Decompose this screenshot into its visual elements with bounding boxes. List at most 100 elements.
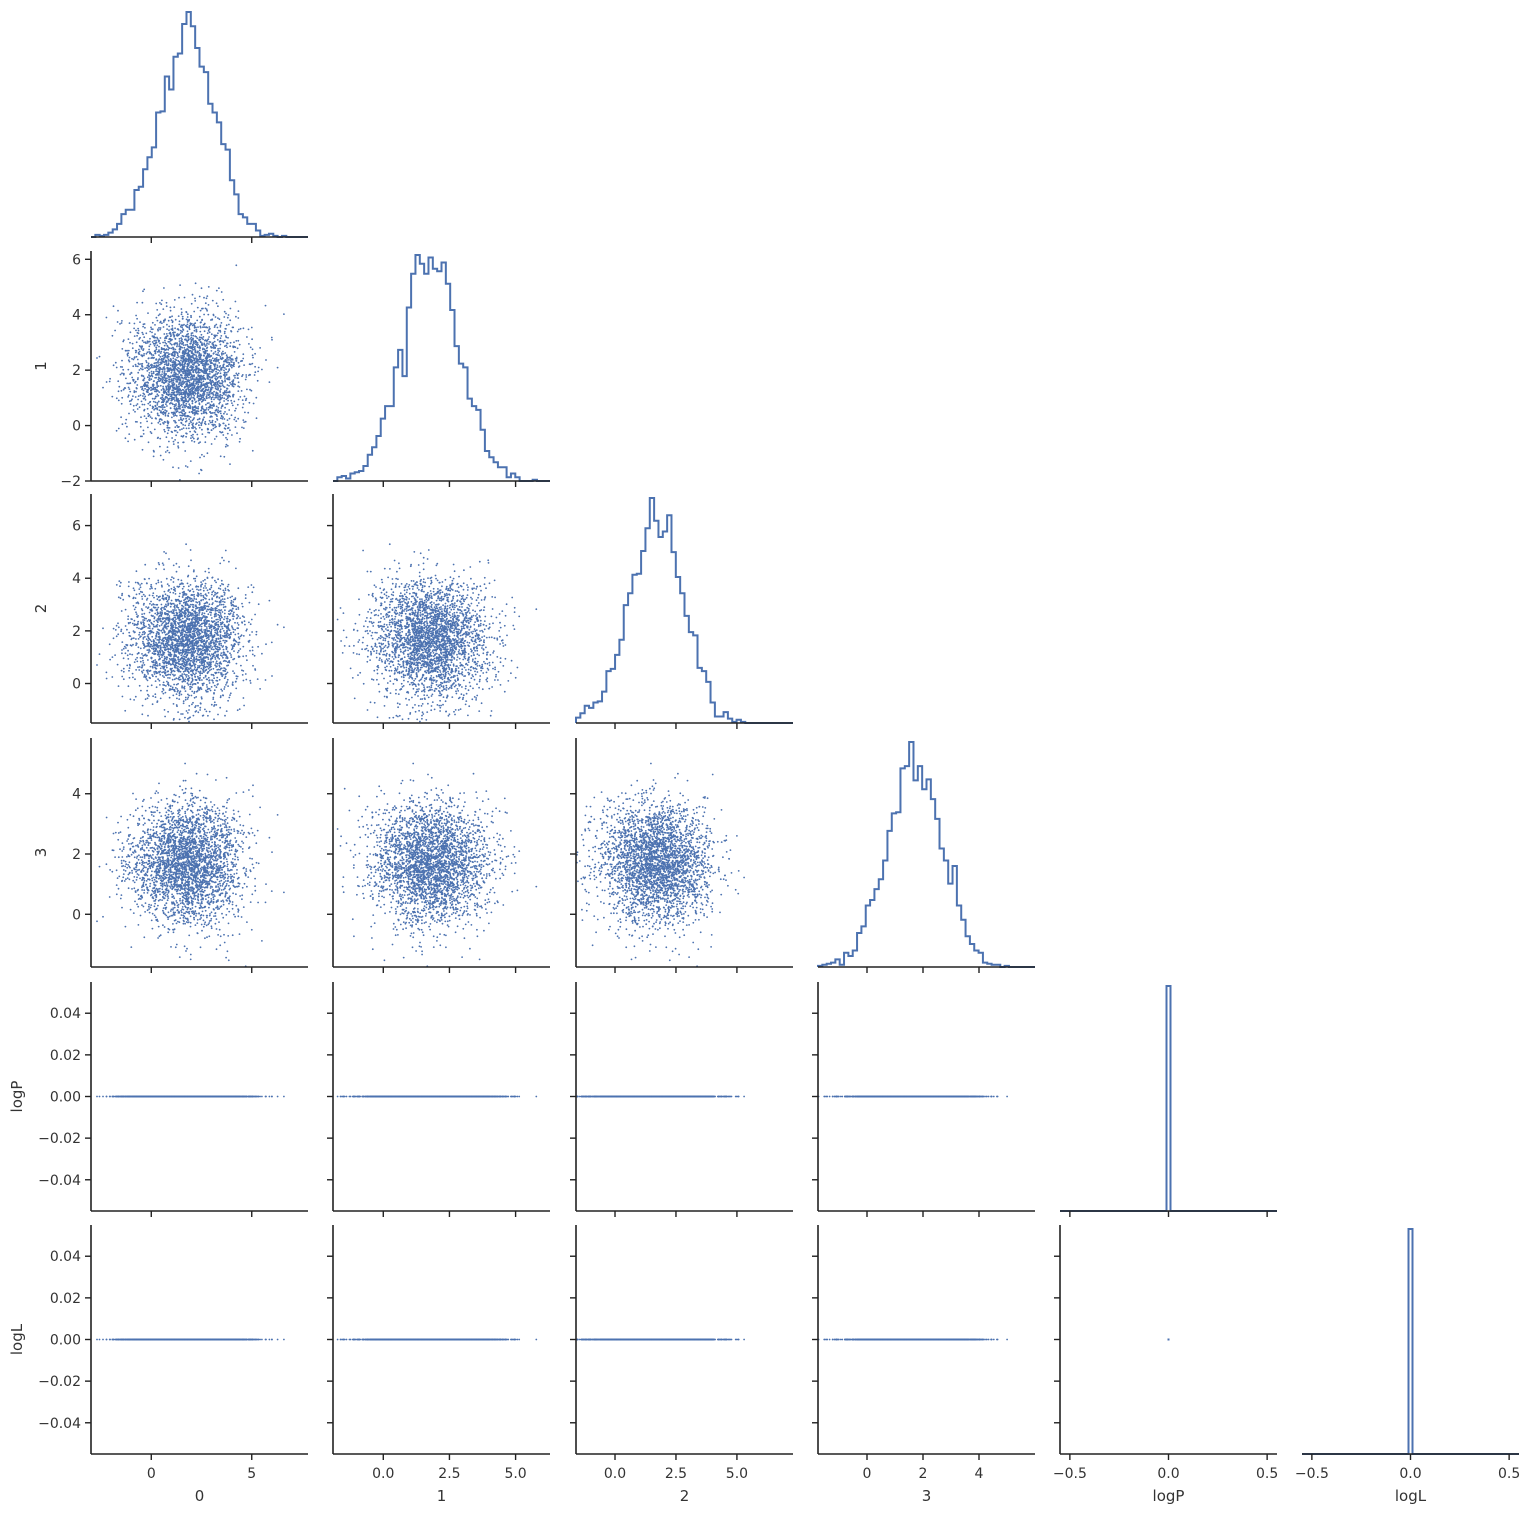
scatter-point (157, 422, 159, 424)
scatter-point (231, 402, 233, 404)
scatter-point (176, 357, 178, 359)
scatter-point (211, 401, 213, 403)
scatter-point (175, 388, 177, 390)
scatter-point (177, 432, 179, 434)
scatter-point (216, 406, 218, 408)
scatter-point (176, 425, 178, 427)
scatter-point (242, 353, 244, 355)
scatter-point (193, 395, 195, 397)
scatter-point (221, 395, 223, 397)
scatter-point (156, 344, 158, 346)
scatter-point (185, 432, 187, 434)
scatter-point (147, 351, 149, 353)
scatter-point (254, 374, 256, 376)
scatter-point (208, 326, 210, 328)
scatter-point (145, 332, 147, 334)
scatter-point (155, 370, 157, 372)
scatter-point (245, 376, 247, 378)
scatter-point (149, 352, 151, 354)
scatter-point (214, 341, 216, 343)
scatter-point (204, 330, 206, 332)
scatter-point (231, 434, 233, 436)
scatter-point (116, 430, 118, 432)
scatter-point (254, 371, 256, 373)
scatter-point (232, 405, 234, 407)
scatter-point (190, 416, 192, 418)
scatter-point (224, 333, 226, 335)
scatter-point (126, 426, 128, 428)
scatter-point (231, 361, 233, 363)
scatter-point (132, 343, 134, 345)
scatter-point (226, 390, 228, 392)
scatter-point (160, 303, 162, 305)
scatter-point (167, 335, 169, 337)
scatter-point (121, 348, 123, 350)
scatter-point (182, 328, 184, 330)
scatter-point (216, 418, 218, 420)
scatter-point (152, 406, 154, 408)
scatter-point (208, 387, 210, 389)
scatter-point (161, 322, 163, 324)
scatter-point (212, 357, 214, 359)
scatter-point (126, 350, 128, 352)
scatter-point (228, 427, 230, 429)
scatter-point (148, 366, 150, 368)
scatter-point (219, 366, 221, 368)
scatter-point (184, 450, 186, 452)
scatter-point (147, 312, 149, 314)
scatter-point (129, 388, 131, 390)
scatter-point (208, 304, 210, 306)
scatter-point (211, 350, 213, 352)
scatter-point (125, 423, 127, 425)
scatter-point (133, 409, 135, 411)
scatter-point (217, 332, 219, 334)
scatter-point (128, 394, 130, 396)
scatter-point (148, 358, 150, 360)
scatter-point (238, 362, 240, 364)
scatter-point (132, 365, 134, 367)
scatter-point (138, 395, 140, 397)
scatter-point (159, 446, 161, 448)
scatter-point (223, 413, 225, 415)
scatter-point (154, 353, 156, 355)
scatter-point (217, 365, 219, 367)
scatter-point (214, 358, 216, 360)
scatter-point (192, 434, 194, 436)
scatter-point (162, 308, 164, 310)
scatter-point (135, 315, 137, 317)
scatter-point (121, 360, 123, 362)
scatter-point (139, 321, 141, 323)
scatter-point (136, 335, 138, 337)
scatter-point (230, 400, 232, 402)
scatter-point (197, 362, 199, 364)
scatter-point (182, 415, 184, 417)
scatter-point (235, 316, 237, 318)
scatter-point (144, 327, 146, 329)
scatter-point (137, 328, 139, 330)
scatter-point (225, 437, 227, 439)
scatter-point (228, 324, 230, 326)
scatter-point (209, 328, 211, 330)
scatter-point (200, 369, 202, 371)
scatter-point (137, 332, 139, 334)
scatter-point (172, 394, 174, 396)
scatter-point (192, 332, 194, 334)
scatter-point (145, 418, 147, 420)
scatter-point (145, 399, 147, 401)
scatter-point (134, 323, 136, 325)
scatter-points (96, 264, 285, 480)
scatter-point (228, 409, 230, 411)
scatter-point (210, 359, 212, 361)
scatter-point (185, 344, 187, 346)
scatter-point (227, 433, 229, 435)
scatter-point (120, 366, 122, 368)
scatter-point (194, 430, 196, 432)
scatter-point (249, 389, 251, 391)
scatter-point (180, 330, 182, 332)
scatter-point (167, 360, 169, 362)
scatter-point (174, 400, 176, 402)
scatter-point (212, 380, 214, 382)
scatter-point (217, 348, 219, 350)
scatter-point (235, 264, 237, 266)
